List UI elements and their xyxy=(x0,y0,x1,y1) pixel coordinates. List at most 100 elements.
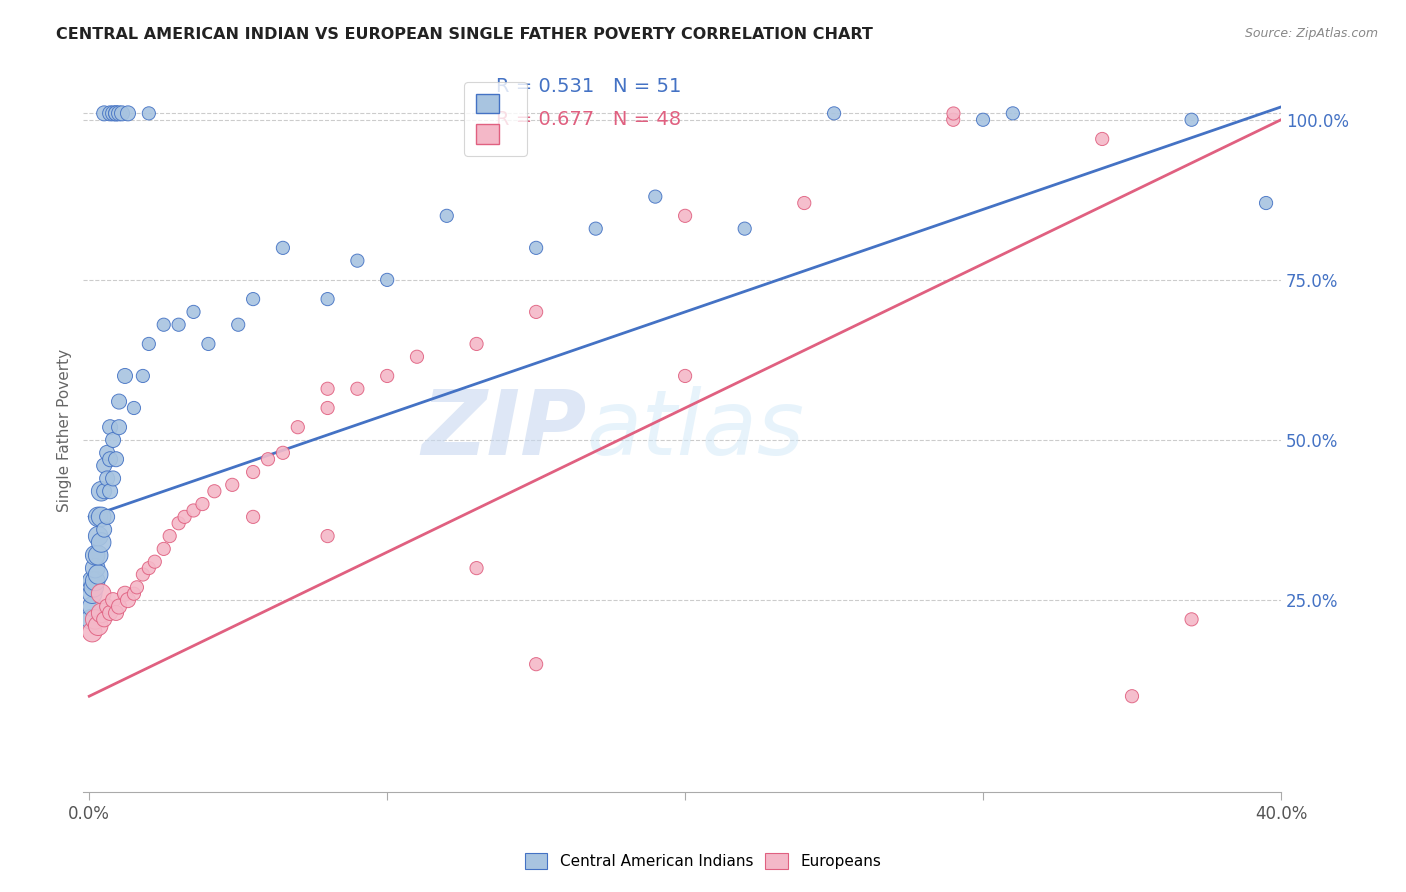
Point xyxy=(93,106,115,120)
Point xyxy=(90,535,112,549)
Point xyxy=(465,561,488,575)
Point xyxy=(823,106,845,120)
Point xyxy=(84,612,107,626)
Point xyxy=(1180,612,1202,626)
Point xyxy=(173,509,195,524)
Point xyxy=(242,465,264,479)
Point xyxy=(942,106,965,120)
Point xyxy=(101,433,124,447)
Point xyxy=(82,574,104,588)
Text: atlas: atlas xyxy=(586,386,804,475)
Legend: Central American Indians, Europeans: Central American Indians, Europeans xyxy=(519,847,887,875)
Point xyxy=(942,112,965,127)
Point xyxy=(87,509,110,524)
Point xyxy=(82,625,104,640)
Point xyxy=(87,549,110,563)
Point xyxy=(585,221,607,235)
Point xyxy=(793,196,815,211)
Point xyxy=(101,593,124,607)
Point xyxy=(524,241,547,255)
Point xyxy=(84,574,107,588)
Point xyxy=(114,368,136,383)
Point xyxy=(1001,106,1024,120)
Point xyxy=(105,106,128,120)
Point xyxy=(167,318,190,332)
Point xyxy=(138,561,160,575)
Point xyxy=(84,561,107,575)
Point xyxy=(152,541,174,556)
Point xyxy=(524,657,547,672)
Point xyxy=(375,273,398,287)
Point xyxy=(98,420,121,434)
Point xyxy=(242,292,264,306)
Point xyxy=(105,106,128,120)
Point xyxy=(316,529,339,543)
Point xyxy=(90,509,112,524)
Text: Source: ZipAtlas.com: Source: ZipAtlas.com xyxy=(1244,27,1378,40)
Point xyxy=(132,567,155,582)
Point xyxy=(114,587,136,601)
Point xyxy=(1091,132,1114,146)
Y-axis label: Single Father Poverty: Single Father Poverty xyxy=(58,349,72,512)
Point xyxy=(287,420,309,434)
Point xyxy=(316,401,339,415)
Point xyxy=(1180,112,1202,127)
Point xyxy=(1254,196,1277,211)
Point xyxy=(90,606,112,620)
Point xyxy=(167,516,190,531)
Legend: , : , xyxy=(464,82,526,156)
Point xyxy=(98,484,121,499)
Point xyxy=(117,593,139,607)
Text: R = 0.531   N = 51: R = 0.531 N = 51 xyxy=(496,78,682,96)
Point xyxy=(673,368,696,383)
Point xyxy=(524,305,547,319)
Point xyxy=(84,549,107,563)
Text: CENTRAL AMERICAN INDIAN VS EUROPEAN SINGLE FATHER POVERTY CORRELATION CHART: CENTRAL AMERICAN INDIAN VS EUROPEAN SING… xyxy=(56,27,873,42)
Point xyxy=(122,587,145,601)
Point xyxy=(316,292,339,306)
Point xyxy=(271,241,294,255)
Point xyxy=(80,612,103,626)
Point xyxy=(316,382,339,396)
Point xyxy=(98,452,121,467)
Point xyxy=(226,318,249,332)
Point xyxy=(98,606,121,620)
Point xyxy=(132,368,155,383)
Point xyxy=(105,606,128,620)
Point xyxy=(221,478,243,492)
Point xyxy=(98,106,121,120)
Point xyxy=(152,318,174,332)
Point xyxy=(101,471,124,485)
Point xyxy=(90,484,112,499)
Point xyxy=(346,253,368,268)
Text: R = 0.677   N = 48: R = 0.677 N = 48 xyxy=(496,110,682,129)
Point xyxy=(108,106,131,120)
Point xyxy=(465,337,488,351)
Point xyxy=(96,509,118,524)
Point xyxy=(122,401,145,415)
Point xyxy=(108,599,131,614)
Point xyxy=(183,305,205,319)
Point xyxy=(257,452,280,467)
Point xyxy=(96,471,118,485)
Text: ZIP: ZIP xyxy=(420,386,586,475)
Point xyxy=(271,446,294,460)
Point xyxy=(125,580,148,594)
Point xyxy=(93,484,115,499)
Point xyxy=(972,112,994,127)
Point xyxy=(406,350,429,364)
Point xyxy=(87,529,110,543)
Point xyxy=(138,337,160,351)
Point xyxy=(346,382,368,396)
Point xyxy=(111,106,134,120)
Point xyxy=(375,368,398,383)
Point xyxy=(108,394,131,409)
Point xyxy=(734,221,756,235)
Point xyxy=(644,189,666,203)
Point xyxy=(673,209,696,223)
Point xyxy=(1121,690,1143,704)
Point xyxy=(159,529,181,543)
Point xyxy=(93,523,115,537)
Point xyxy=(117,106,139,120)
Point xyxy=(436,209,458,223)
